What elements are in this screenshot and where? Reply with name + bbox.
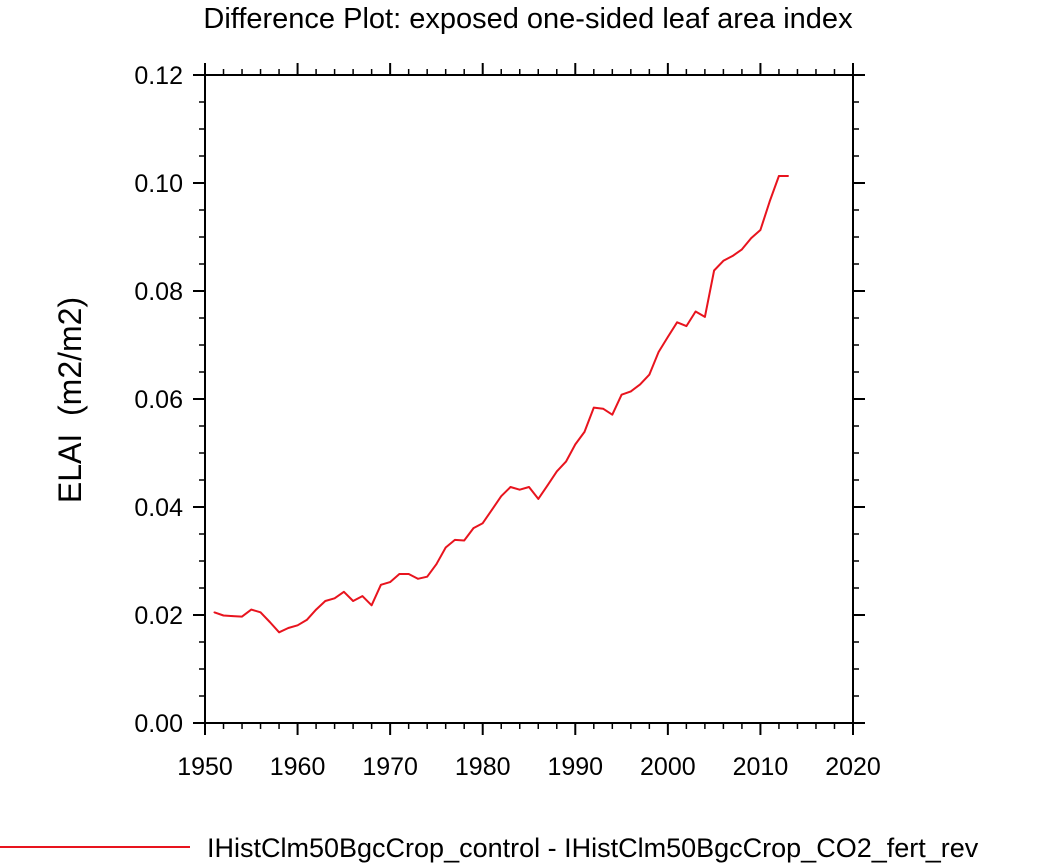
data-point <box>648 373 651 376</box>
data-point <box>343 590 345 593</box>
y-tick-label: 0.06 <box>134 386 183 414</box>
data-point <box>306 619 308 621</box>
x-tick-label: 1990 <box>547 753 603 781</box>
data-point <box>713 269 715 272</box>
data-point <box>778 175 780 177</box>
data-point <box>593 406 595 409</box>
data-point <box>491 508 493 511</box>
data-point <box>250 608 253 611</box>
x-tick-label: 2020 <box>825 753 881 781</box>
data-point <box>722 259 725 262</box>
data-point <box>620 393 623 396</box>
x-tick-label: 1950 <box>177 753 233 781</box>
data-point <box>500 495 503 498</box>
data-point <box>583 431 586 433</box>
data-point <box>213 611 216 614</box>
y-tick-label: 0.08 <box>134 278 183 306</box>
data-point <box>333 597 336 600</box>
data-point <box>454 539 456 541</box>
x-tick-label: 1970 <box>362 753 418 781</box>
data-point <box>787 175 789 177</box>
data-point <box>287 627 290 629</box>
data-point <box>574 443 577 446</box>
data-point <box>657 351 660 353</box>
data-point <box>528 486 530 488</box>
data-point <box>759 229 762 231</box>
data-point <box>602 407 604 410</box>
series-lines <box>213 175 789 634</box>
data-point <box>667 336 669 338</box>
y-tick-label: 0.04 <box>134 494 183 522</box>
x-tick-label: 2000 <box>640 753 696 781</box>
data-point <box>768 200 771 203</box>
data-point <box>685 325 688 327</box>
data-point <box>352 600 354 602</box>
x-tick-label: 1960 <box>270 753 326 781</box>
y-tick-label: 0.02 <box>134 602 183 630</box>
data-point <box>398 573 401 575</box>
x-tick-label: 1980 <box>455 753 511 781</box>
plot-frame <box>204 74 854 724</box>
data-point <box>315 608 317 611</box>
data-point <box>611 413 614 416</box>
data-point <box>361 595 364 597</box>
axis-tick-labels: 0.00 0.02 0.04 0.06 0.08 0.10 0.12 1950 1960 1970… <box>134 62 880 781</box>
y-tick-label: 0.10 <box>134 170 183 198</box>
chart-title: Difference Plot: exposed one-sided leaf … <box>203 3 853 35</box>
data-point <box>259 611 262 614</box>
axis-ticks <box>193 63 865 735</box>
data-point <box>731 255 734 257</box>
data-point <box>241 615 243 618</box>
y-tick-label: 0.00 <box>134 710 183 738</box>
data-point <box>417 578 419 580</box>
data-point <box>389 581 391 583</box>
y-axis-label: ELAI (m2/m2) <box>52 297 88 503</box>
data-point <box>380 583 382 586</box>
data-point <box>630 390 632 393</box>
data-point <box>555 470 558 473</box>
data-point <box>639 383 641 386</box>
data-point <box>463 539 466 542</box>
data-point <box>296 624 299 627</box>
data-point <box>370 604 373 607</box>
legend-label: IHistClm50BgcCrop_control - IHistClm50Bg… <box>207 833 979 863</box>
data-point <box>222 614 225 617</box>
data-point <box>741 248 743 251</box>
x-tick-label: 2010 <box>733 753 789 781</box>
data-point <box>750 237 752 239</box>
data-point <box>278 631 280 634</box>
data-point <box>565 460 567 463</box>
data-point <box>269 621 271 623</box>
data-point <box>324 600 327 602</box>
data-point <box>704 316 706 318</box>
data-point <box>444 546 447 549</box>
data-point <box>694 310 697 313</box>
data-point <box>481 522 484 524</box>
data-point <box>676 321 678 324</box>
data-point <box>546 484 549 487</box>
data-point <box>509 486 512 488</box>
data-point <box>426 575 428 578</box>
y-tick-label: 0.12 <box>134 62 183 90</box>
data-point <box>231 615 234 617</box>
data-point <box>518 488 521 491</box>
data-point <box>407 573 410 575</box>
data-point <box>435 563 438 566</box>
data-point <box>472 527 475 529</box>
series-line-0 <box>213 175 789 634</box>
data-point <box>537 498 540 500</box>
